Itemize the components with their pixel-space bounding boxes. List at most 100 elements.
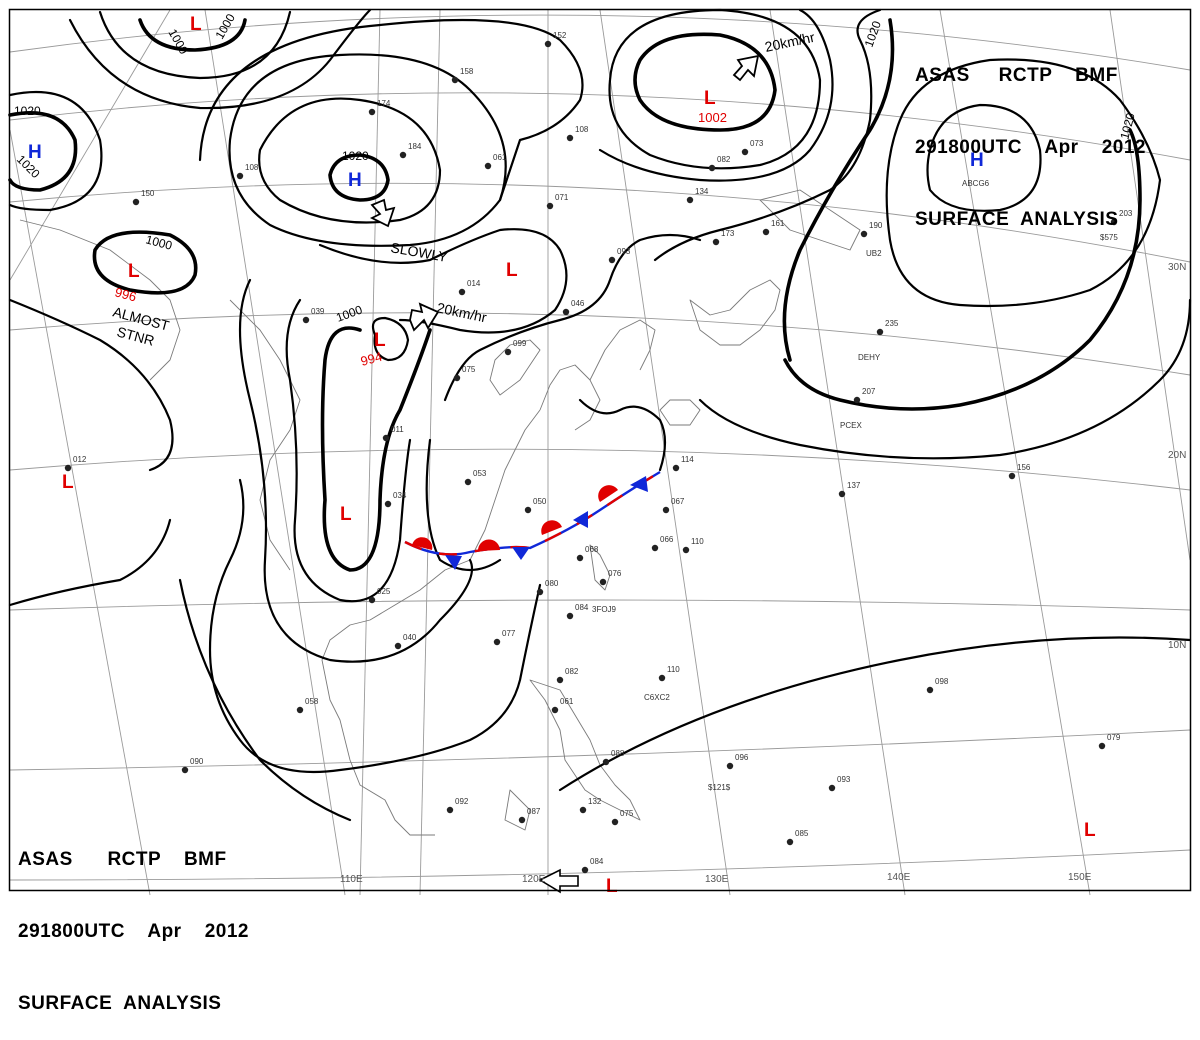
station-dot — [566, 612, 574, 620]
station-pressure-value: 099 — [513, 339, 527, 348]
station-dot — [712, 238, 720, 246]
station-pressure-value: 087 — [527, 807, 541, 816]
motion-arrows — [369, 54, 760, 894]
station-pressure-value: 025 — [377, 587, 391, 596]
speed-note-2: 20km/hr — [763, 29, 816, 55]
station-pressure-value: 110 — [691, 537, 704, 546]
isobar-label: 1020 — [1117, 111, 1138, 141]
station-pressure-value: 058 — [305, 697, 319, 706]
station-pressure-value: 093 — [617, 247, 631, 256]
station-pressure-value: 137 — [847, 481, 861, 490]
station-dot — [1110, 218, 1118, 226]
station-pressure-value: 079 — [1107, 733, 1121, 742]
station-dot — [602, 758, 610, 766]
station-pressure-value: 174 — [377, 99, 391, 108]
station-pressure-value: 067 — [671, 497, 685, 506]
station-pressure-value: 184 — [408, 142, 422, 151]
station-dot — [181, 766, 189, 774]
station-dot — [1098, 742, 1106, 750]
station-dot — [682, 546, 690, 554]
station-ids: DEHY PCEX UB2 ABCG6 C6XC2 3FOJ9 $121$ $5… — [592, 179, 1118, 792]
station-pressure-value: 098 — [935, 677, 949, 686]
station-dot — [556, 676, 564, 684]
station-pressure-value: 080 — [545, 579, 559, 588]
station-pressure-value: 061 — [493, 153, 507, 162]
station-dot — [876, 328, 884, 336]
station-dot — [581, 866, 589, 874]
station-dot — [368, 596, 376, 604]
header-top-line2: 291800UTC Apr 2012 — [915, 137, 1146, 158]
motion-arrow-icon — [369, 198, 396, 228]
station-dot — [236, 172, 244, 180]
station-pressure-value: 190 — [869, 221, 883, 230]
station-dot — [64, 464, 72, 472]
isobar-label: 1020 — [14, 104, 41, 118]
isobars — [8, 8, 1192, 822]
station-dot — [524, 506, 532, 514]
station-id: C6XC2 — [644, 693, 670, 702]
station-pressure-value: 082 — [717, 155, 731, 164]
station-dot — [926, 686, 934, 694]
station-pressure-value: 152 — [553, 31, 567, 40]
station-dot — [382, 434, 390, 442]
station-dot — [446, 806, 454, 814]
station-pressure-value: 071 — [555, 193, 569, 202]
station-dot — [686, 196, 694, 204]
station-dot — [546, 202, 554, 210]
station-pressure-value: 173 — [721, 229, 735, 238]
low-pressure-value: 996 — [113, 284, 138, 304]
station-dot — [611, 818, 619, 826]
station-pressure-value: 084 — [590, 857, 604, 866]
station-dot — [562, 308, 570, 316]
lat-label-10: 10N — [1168, 640, 1186, 651]
station-dot — [464, 478, 472, 486]
station-pressure-value: 134 — [695, 187, 709, 196]
station-dot — [399, 151, 407, 159]
station-dot — [484, 162, 492, 170]
station-pressure-value: 092 — [455, 797, 469, 806]
header-top-line3: SURFACE ANALYSIS — [915, 209, 1119, 230]
coastlines — [19, 189, 861, 836]
station-pressure-value: 073 — [750, 139, 764, 148]
station-dot — [860, 230, 868, 238]
station-dot — [579, 806, 587, 814]
isobar-label: 1020 — [862, 19, 884, 49]
station-pressure-value: 011 — [391, 425, 404, 434]
station-dot — [302, 316, 310, 324]
station-pressure-value: 046 — [571, 299, 585, 308]
station-pressure-value: 150 — [141, 189, 155, 198]
isobar-label: 1020 — [342, 149, 369, 163]
station-pressure-value: 066 — [660, 535, 674, 544]
station-dot — [458, 288, 466, 296]
station-pressure-value: 110 — [667, 665, 680, 674]
station-id: $121$ — [708, 783, 731, 792]
lat-label-30: 30N — [1168, 262, 1186, 273]
low-center: L — [190, 14, 202, 35]
low-center: L — [62, 472, 74, 493]
station-dot — [1008, 472, 1016, 480]
lon-label-110: 110E — [340, 874, 363, 885]
station-id: $575 — [1100, 233, 1118, 242]
station-pressure-value: 096 — [735, 753, 749, 762]
low-pressure-value: 994 — [359, 349, 384, 369]
station-dot — [608, 256, 616, 264]
station-dot — [576, 554, 584, 562]
station-pressure-value: 108 — [575, 125, 589, 134]
low-center: L — [704, 88, 716, 109]
station-dot — [493, 638, 501, 646]
station-dot — [599, 578, 607, 586]
station-pressure-value: 061 — [560, 697, 574, 706]
header-bottom-line3: SURFACE ANALYSIS — [18, 993, 222, 1014]
lat-label-20: 20N — [1168, 450, 1186, 461]
lon-label-150: 150E — [1068, 872, 1092, 883]
surface-analysis-map: 152 108 158 174 184 061 071 093 046 099 014 075 053 0… — [8, 8, 1192, 897]
high-center: H — [348, 170, 362, 191]
isobar-label: 1000 — [144, 232, 174, 253]
stationary-front — [404, 470, 661, 570]
station-dot — [762, 228, 770, 236]
station-dot — [708, 164, 716, 172]
station-pressure-value: 093 — [837, 775, 851, 784]
station-pressure-value: 068 — [585, 545, 599, 554]
station-pressure-value: 084 — [575, 603, 589, 612]
station-dot — [566, 134, 574, 142]
